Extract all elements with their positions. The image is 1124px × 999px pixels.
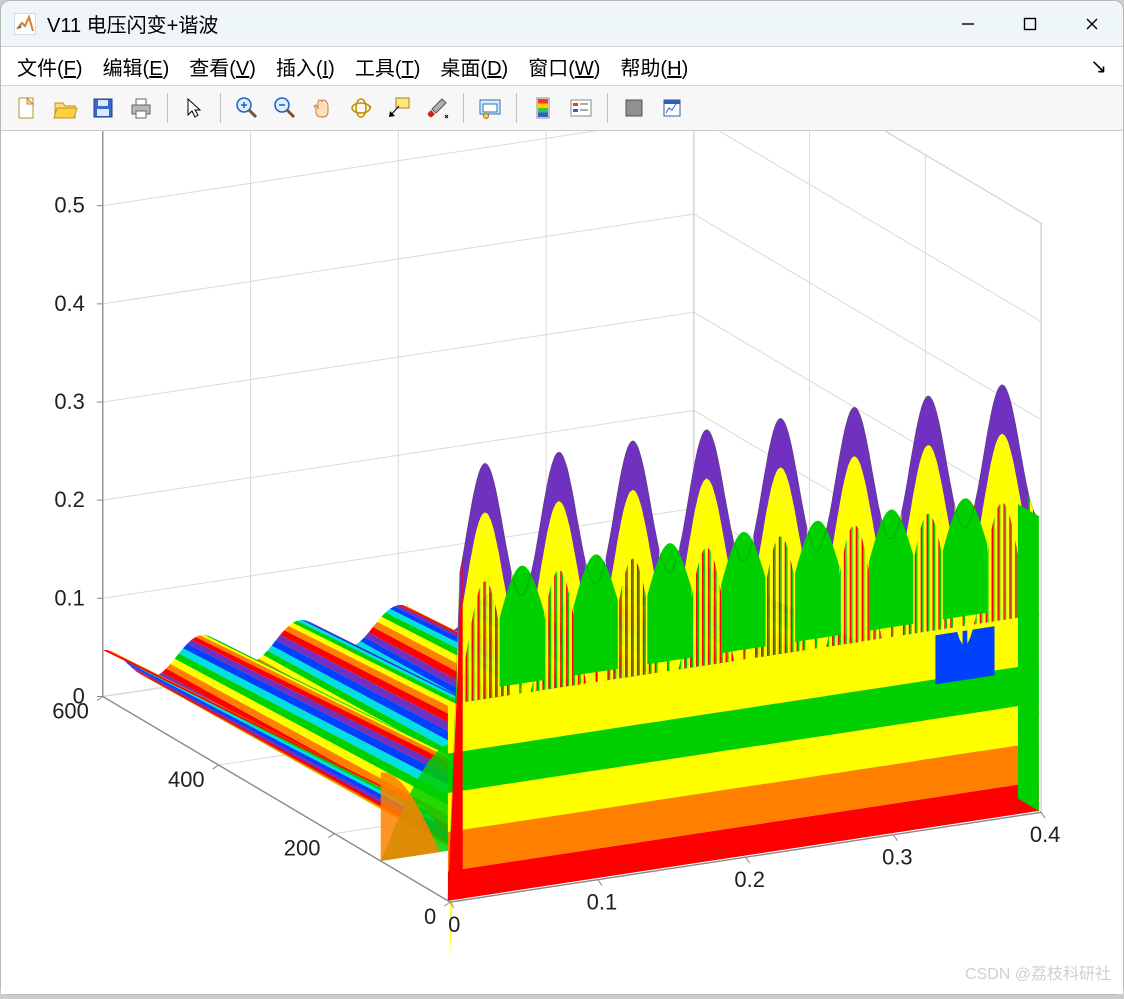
maximize-button[interactable] bbox=[999, 1, 1061, 46]
svg-text:0: 0 bbox=[424, 904, 436, 929]
menu-f[interactable]: 文件(F) bbox=[7, 48, 93, 85]
menubar: 文件(F)编辑(E)查看(V)插入(I)工具(T)桌面(D)窗口(W)帮助(H)… bbox=[1, 47, 1123, 86]
toolbar-separator bbox=[607, 93, 608, 123]
svg-text:400: 400 bbox=[168, 767, 205, 792]
legend-button[interactable] bbox=[563, 90, 599, 126]
svg-text:0: 0 bbox=[448, 912, 460, 937]
menu-w[interactable]: 窗口(W) bbox=[518, 48, 610, 85]
menu-i[interactable]: 插入(I) bbox=[266, 48, 345, 85]
toolbar-separator bbox=[463, 93, 464, 123]
window-controls bbox=[937, 1, 1123, 46]
svg-text:0.4: 0.4 bbox=[54, 290, 85, 315]
svg-text:200: 200 bbox=[284, 835, 321, 860]
window-title: V11 电压闪变+谐波 bbox=[47, 9, 937, 38]
svg-text:0.3: 0.3 bbox=[882, 844, 913, 869]
brush-button[interactable] bbox=[419, 90, 455, 126]
data-cursor-button[interactable] bbox=[381, 90, 417, 126]
svg-text:0.5: 0.5 bbox=[54, 192, 85, 217]
close-button[interactable] bbox=[1061, 1, 1123, 46]
toolbar-separator bbox=[220, 93, 221, 123]
link-button[interactable] bbox=[472, 90, 508, 126]
colorbar-button[interactable] bbox=[525, 90, 561, 126]
plot-area[interactable]: 00.10.20.30.40.50.6020040060000.10.20.30… bbox=[1, 131, 1123, 994]
titlebar: V11 电压闪变+谐波 bbox=[1, 1, 1123, 47]
pointer-button[interactable] bbox=[176, 90, 212, 126]
svg-text:0.1: 0.1 bbox=[587, 889, 618, 914]
menu-h[interactable]: 帮助(H) bbox=[610, 48, 698, 85]
menu-v[interactable]: 查看(V) bbox=[179, 48, 266, 85]
menu-e[interactable]: 编辑(E) bbox=[93, 48, 180, 85]
figure-window: V11 电压闪变+谐波 文件(F)编辑(E)查看(V)插入(I)工具(T)桌面(… bbox=[0, 0, 1124, 995]
print-button[interactable] bbox=[123, 90, 159, 126]
matlab-icon bbox=[13, 12, 37, 36]
open-button[interactable] bbox=[47, 90, 83, 126]
new-button[interactable] bbox=[9, 90, 45, 126]
zoom-in-button[interactable] bbox=[229, 90, 265, 126]
toolbar-separator bbox=[167, 93, 168, 123]
save-button[interactable] bbox=[85, 90, 121, 126]
svg-text:0.4: 0.4 bbox=[1030, 822, 1061, 847]
dock-icon[interactable]: ↘ bbox=[1080, 50, 1117, 83]
show-plot-button[interactable] bbox=[654, 90, 690, 126]
hide-plot-button[interactable] bbox=[616, 90, 652, 126]
pan-button[interactable] bbox=[305, 90, 341, 126]
minimize-button[interactable] bbox=[937, 1, 999, 46]
svg-text:0.3: 0.3 bbox=[54, 389, 85, 414]
rotate3d-button[interactable] bbox=[343, 90, 379, 126]
svg-text:0.1: 0.1 bbox=[54, 585, 85, 610]
zoom-out-button[interactable] bbox=[267, 90, 303, 126]
svg-text:600: 600 bbox=[52, 698, 89, 723]
toolbar bbox=[1, 86, 1123, 131]
svg-text:0.2: 0.2 bbox=[734, 867, 765, 892]
plot-3d-surface: 00.10.20.30.40.50.6020040060000.10.20.30… bbox=[1, 131, 1123, 994]
svg-text:0.2: 0.2 bbox=[54, 487, 85, 512]
menu-d[interactable]: 桌面(D) bbox=[430, 48, 518, 85]
toolbar-separator bbox=[516, 93, 517, 123]
menu-t[interactable]: 工具(T) bbox=[345, 48, 431, 85]
